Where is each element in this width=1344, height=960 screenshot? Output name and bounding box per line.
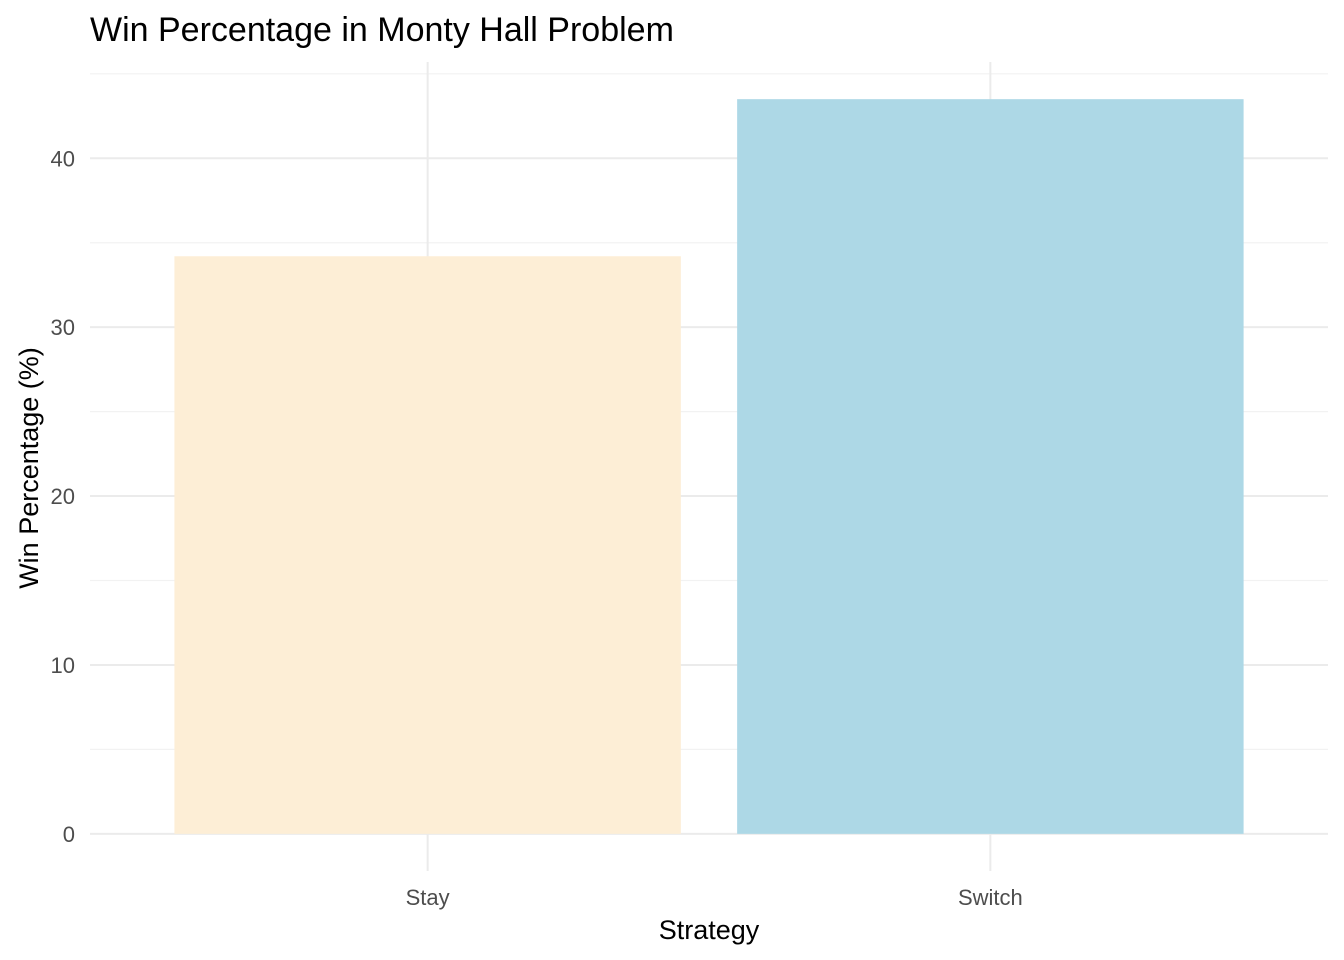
x-axis-ticks: Stay Switch [406, 885, 1023, 910]
bar-switch [737, 99, 1244, 834]
y-tick-label: 0 [63, 822, 75, 847]
bar-stay [174, 256, 681, 834]
chart-title: Win Percentage in Monty Hall Problem [90, 11, 674, 49]
y-axis-ticks: 0 10 20 30 40 [51, 146, 75, 847]
y-axis-title: Win Percentage (%) [14, 347, 44, 589]
y-tick-label: 20 [51, 484, 75, 509]
bars [174, 99, 1244, 834]
y-tick-label: 30 [51, 315, 75, 340]
x-tick-label: Switch [958, 885, 1023, 910]
y-tick-label: 10 [51, 653, 75, 678]
y-tick-label: 40 [51, 146, 75, 171]
x-axis-title: Strategy [659, 915, 760, 945]
x-tick-label: Stay [406, 885, 450, 910]
